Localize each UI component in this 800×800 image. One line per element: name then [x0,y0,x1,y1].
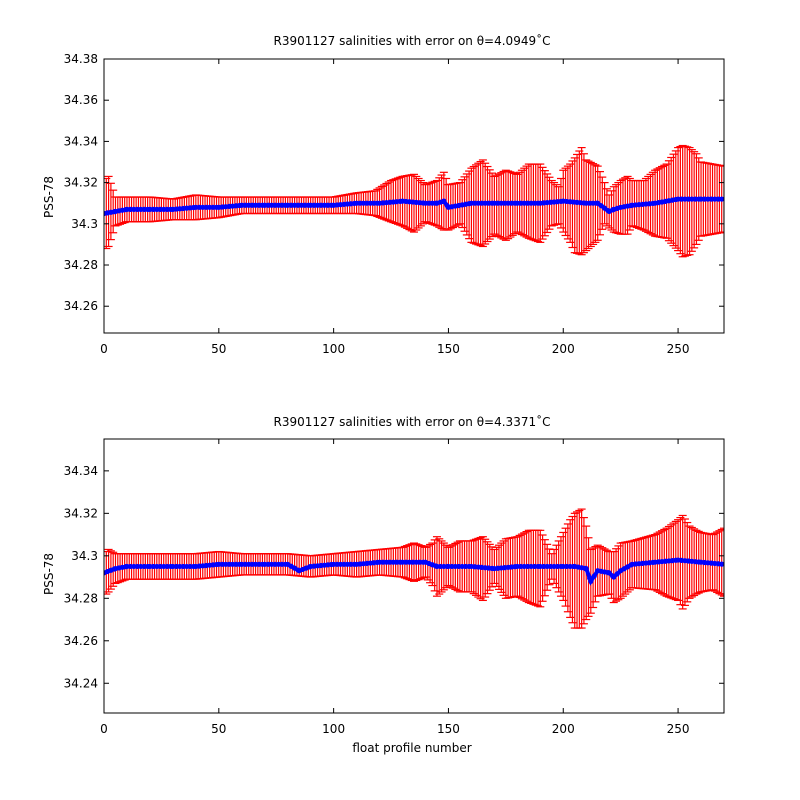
y-axis-label: PSS-78 [42,176,56,218]
y-tick-label: 34.26 [64,299,98,313]
y-tick-label: 34.28 [64,591,98,605]
y-tick-label: 34.28 [64,258,98,272]
top-chart: R3901127 salinities with error on θ=4.09… [42,33,725,356]
x-tick-label: 0 [100,342,108,356]
y-tick-label: 34.3 [71,549,98,563]
x-tick-label: 50 [211,722,226,736]
x-tick-label: 250 [667,342,690,356]
y-tick-label: 34.34 [64,134,98,148]
x-tick-label: 150 [437,342,460,356]
plot-area [103,438,725,714]
plot-area [103,58,725,334]
y-tick-label: 34.24 [64,676,98,690]
x-tick-label: 50 [211,342,226,356]
salinity-point [614,571,620,577]
x-tick-label: 200 [552,342,575,356]
y-ticks: 34.26 34.28 34.3 34.32 34.34 34.36 34.38 [64,52,724,313]
x-tick-label: 100 [322,722,345,736]
y-tick-label: 34.32 [64,176,98,190]
y-tick-label: 34.34 [64,464,98,478]
x-ticks: 0 50 100 150 200 250 [100,59,690,356]
x-tick-label: 150 [437,722,460,736]
bottom-chart: R3901127 salinities with error on θ=4.33… [42,414,725,755]
data-layer [104,508,724,629]
x-tick-label: 200 [552,722,575,736]
salinity-markers [104,196,724,217]
axes-frame [103,58,725,334]
y-axis-label: PSS-78 [42,553,56,595]
x-tick-label: 0 [100,722,108,736]
x-tick-label: 100 [322,342,345,356]
chart-title: R3901127 salinities with error on θ=4.33… [274,414,551,429]
chart-title: R3901127 salinities with error on θ=4.09… [274,33,551,48]
data-layer [104,144,724,258]
x-ticks: 0 50 100 150 200 250 [100,439,690,736]
y-tick-label: 34.26 [64,634,98,648]
y-tick-label: 34.32 [64,506,98,520]
y-tick-label: 34.36 [64,93,98,107]
axes-frame [103,438,725,714]
x-axis-label: float profile number [352,741,471,755]
salinity-point [719,561,724,567]
salinity-point [441,198,447,204]
y-ticks: 34.24 34.26 34.28 34.3 34.32 34.34 [64,464,724,690]
y-tick-label: 34.3 [71,217,98,231]
salinity-point [583,565,589,572]
x-tick-label: 250 [667,722,690,736]
salinity-markers [104,557,724,584]
salinity-point [606,570,612,576]
salinity-point [611,574,617,580]
y-tick-label: 34.38 [64,52,98,66]
salinity-point [591,573,597,579]
salinity-point [588,578,594,584]
salinity-point [719,196,724,202]
